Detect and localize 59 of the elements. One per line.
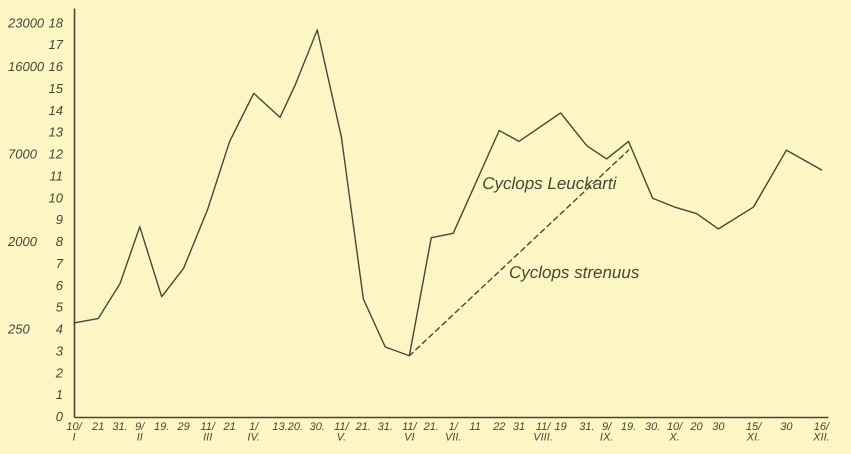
series-label: Cyclops strenuus — [508, 262, 640, 282]
y-tick-label: 17 — [48, 37, 64, 52]
series-label: Cyclops Leuckarti — [482, 174, 618, 193]
x-tick-label: 30. — [310, 421, 325, 433]
y-tick-label: 4 — [56, 322, 63, 337]
y-tick-label: 9 — [56, 212, 63, 228]
y-tick-label: 18 — [48, 15, 64, 30]
x-tick-label: 19. — [154, 421, 170, 433]
y-tick-label: 2 — [54, 365, 64, 380]
y-tick-label: 6 — [56, 278, 64, 293]
x-tick-label: 22 — [492, 421, 506, 433]
x-tick-label: 9/IX. — [600, 421, 614, 444]
x-tick-label: 11/VI — [402, 421, 418, 444]
x-tick-label: 21. — [422, 421, 439, 433]
x-tick-label: 20. — [286, 421, 304, 433]
x-tick-label: 31. — [112, 421, 128, 433]
y-tick-label: 14 — [48, 102, 63, 118]
text: 250 — [7, 322, 30, 337]
x-tick-label: 31. — [378, 421, 393, 433]
x-tick-label: 11 — [469, 421, 481, 433]
y-tick-label: 15 — [48, 80, 64, 96]
y-tick-label: 10 — [48, 190, 64, 206]
x-tick-label: 11/III — [200, 421, 216, 444]
y-tick-label: 3 — [56, 343, 64, 358]
x-tick-label: 15/XI. — [746, 421, 762, 444]
text: 2000 — [7, 234, 38, 250]
x-tick-label: 21 — [90, 421, 104, 433]
x-tick-label: 30 — [780, 421, 794, 433]
y-tick-label: 11 — [50, 168, 63, 184]
x-tick-label: 9/II — [135, 421, 146, 444]
x-tick-label: 31. — [579, 421, 595, 433]
x-tick-label: 1/IV. — [247, 421, 260, 444]
y-tick-label: 7 — [56, 256, 64, 271]
x-tick-label: 21 — [222, 421, 236, 433]
text: 16000 — [8, 59, 45, 74]
x-tick-label: 20 — [689, 421, 704, 433]
x-tick-label: 21. — [354, 421, 371, 433]
text: 7000 — [8, 146, 38, 162]
x-tick-label: 11/V. — [334, 421, 350, 444]
x-tick-label: 13. — [272, 421, 288, 433]
y-tick-label: 12 — [48, 146, 64, 162]
x-tick-label: 16/XII. — [812, 421, 830, 444]
y-tick-label: 1 — [56, 387, 63, 402]
y-tick-label: 8 — [56, 234, 64, 250]
y-tick-label: 16 — [48, 59, 64, 74]
x-tick-label: 31 — [512, 421, 526, 433]
y-tick-label: 0 — [56, 409, 64, 424]
x-tick-label: 29 — [176, 421, 190, 433]
x-tick-label: 10/I — [66, 421, 83, 444]
x-tick-label: 19 — [554, 421, 567, 433]
x-tick-label: 30. — [645, 421, 660, 433]
x-tick-label: 1/VII. — [444, 421, 462, 444]
x-tick-label: 11/VIII. — [533, 421, 553, 444]
x-tick-label: 19. — [620, 421, 636, 433]
y-tick-label: 5 — [56, 300, 64, 315]
x-tick-label: 30 — [712, 421, 726, 433]
y-tick-label: 13 — [48, 124, 64, 140]
text: 23000 — [7, 15, 45, 30]
x-tick-label: 10/X. — [666, 421, 684, 444]
